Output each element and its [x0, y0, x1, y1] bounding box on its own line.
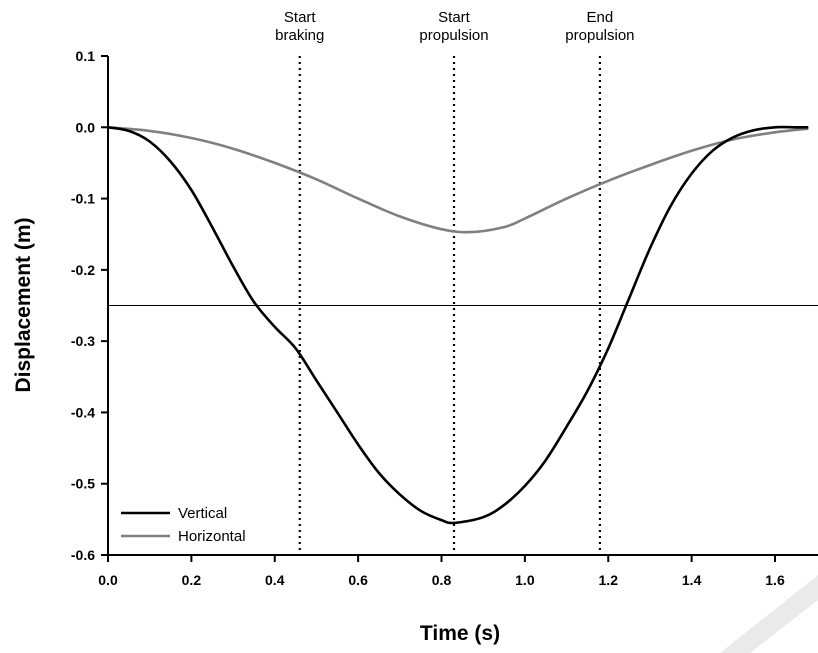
x-tick-label-1: 0.2: [182, 572, 202, 588]
x-tick-label-4: 0.8: [432, 572, 452, 588]
x-tick-label-5: 1.0: [515, 572, 535, 588]
y-tick-label-5: -0.4: [71, 404, 95, 420]
y-tick-label-3: -0.2: [71, 262, 95, 278]
series-line-horizontal: [107, 125, 809, 234]
y-tick-label-0: 0.1: [76, 48, 96, 64]
marker-label-2-1: propulsion: [565, 27, 634, 44]
marker-label-1-1: propulsion: [419, 27, 488, 44]
y-tick-label-7: -0.6: [71, 547, 95, 563]
marker-label-1-0: Start: [438, 9, 471, 26]
legend-label-vertical: Vertical: [178, 505, 227, 522]
marker-label-0-1: braking: [275, 27, 324, 44]
y-tick-label-2: -0.1: [71, 191, 95, 207]
y-tick-label-4: -0.3: [71, 333, 95, 349]
marker-label-2-0: End: [587, 9, 614, 26]
x-tick-label-6: 1.2: [599, 572, 619, 588]
x-axis-title: Time (s): [420, 622, 500, 645]
marker-label-0-0: Start: [284, 9, 317, 26]
series-lines: [107, 125, 809, 525]
series-line-vertical: [107, 125, 809, 525]
axes: 0.10.0-0.1-0.2-0.3-0.4-0.5-0.60.0 0.2 0.4 0…: [71, 48, 818, 588]
x-tick-label-0: 0.0: [98, 572, 118, 588]
legend: Vertical Horizontal: [121, 505, 246, 545]
x-tick-label-8: 1.6: [765, 572, 785, 588]
watermark-arrow-icon: [720, 575, 818, 653]
y-tick-label-6: -0.5: [71, 476, 95, 492]
x-tick-label-7: 1.4: [682, 572, 702, 588]
y-axis-title: Displacement (m): [12, 217, 35, 392]
x-tick-label-2: 0.4: [265, 572, 285, 588]
x-tick-label-3: 0.6: [348, 572, 368, 588]
y-tick-label-1: 0.0: [76, 119, 96, 135]
legend-label-horizontal: Horizontal: [178, 528, 246, 545]
